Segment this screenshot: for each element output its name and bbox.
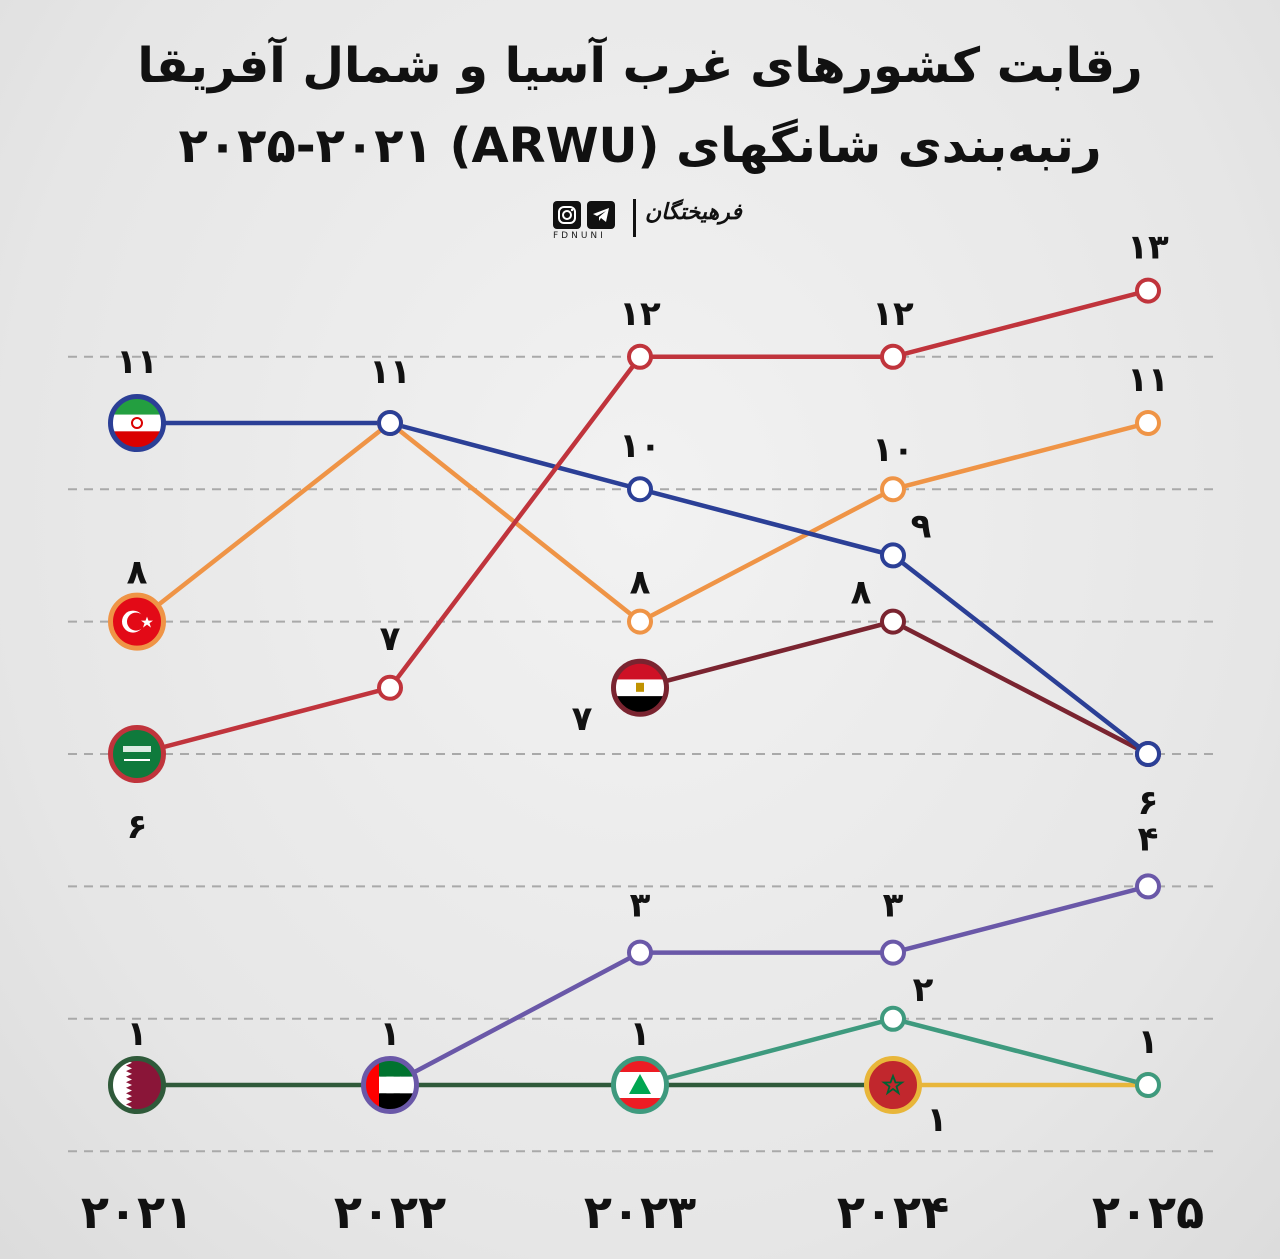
turkey-data-label: ۸ (127, 553, 148, 593)
saudi-arabia-data-label: ۱۲ (872, 294, 914, 334)
telegram-icon (587, 201, 615, 229)
saudi-arabia-data-label: ۱۲ (619, 294, 661, 334)
morocco-flag-marker (864, 1056, 922, 1114)
egypt-data-label: ۷ (572, 699, 593, 739)
x-tick-label: ۲۰۲۴ (837, 1185, 949, 1239)
turkey-flag-marker (108, 592, 166, 651)
publisher-logo: FDNUNI فرهیختگان (553, 195, 742, 245)
lebanon-data-label: ۲ (913, 970, 934, 1010)
lebanon-data-label: ۱ (630, 1014, 651, 1054)
x-tick-label: ۲۰۲۵ (1092, 1185, 1204, 1239)
saudi-arabia-data-label: ۶ (127, 807, 148, 847)
uae-data-label: ۱ (380, 1014, 401, 1054)
uae-data-point (1135, 873, 1161, 900)
saudi-arabia-data-point (880, 343, 906, 370)
iran-data-label: ۶ (1138, 783, 1159, 823)
saudi-arabia-data-point (1135, 277, 1161, 304)
iran-data-point (1135, 741, 1161, 767)
instagram-icon (553, 201, 581, 229)
uae-data-label: ۳ (630, 886, 651, 926)
qatar-data-label: ۱ (127, 1014, 148, 1054)
iran-data-point (377, 410, 403, 436)
uae-data-label: ۴ (1138, 819, 1159, 859)
egypt-series-line (639, 619, 1150, 756)
turkey-data-label: ۱۱ (1127, 360, 1169, 400)
uae-series-line (388, 884, 1149, 1087)
logo-handle: FDNUNI (553, 231, 606, 241)
lebanon-flag-marker (611, 1056, 669, 1114)
lebanon-data-point (1135, 1072, 1161, 1098)
egypt-data-label: ۸ (851, 573, 872, 613)
x-tick-label: ۲۰۲۳ (584, 1185, 696, 1239)
turkey-data-point (627, 608, 653, 635)
iran-data-point (880, 542, 906, 569)
turkey-data-label: ۱۰ (872, 430, 914, 470)
lebanon-data-point (880, 1005, 906, 1032)
turkey-data-point (880, 476, 906, 503)
iran-data-point (627, 476, 653, 503)
iran-data-label: ۱۱ (116, 342, 158, 382)
turkey-data-label: ۸ (630, 563, 651, 603)
uae-flag-marker (361, 1056, 419, 1114)
morocco-data-label: ۱ (1138, 1022, 1159, 1062)
iran-data-label: ۹ (911, 506, 932, 546)
iran-data-label: ۱۰ (619, 426, 661, 466)
qatar-flag-marker (108, 1056, 166, 1114)
chart-title: رقابت کشورهای غرب آسیا و شمال آفریقا (137, 38, 1143, 94)
uae-data-point (880, 939, 906, 966)
saudi-arabia-data-point (627, 343, 653, 370)
saudi-arabia-flag-marker (108, 725, 166, 783)
x-tick-label: ۲۰۲۱ (81, 1185, 193, 1239)
uae-data-label: ۳ (883, 886, 904, 926)
morocco-data-label: ۱ (927, 1100, 948, 1140)
turkey-data-point (1135, 410, 1161, 436)
saudi-arabia-data-label: ۱۳ (1127, 228, 1169, 268)
logo-wordmark: فرهیختگان (645, 199, 742, 225)
saudi-arabia-data-label: ۷ (380, 619, 401, 659)
chart-subtitle: رتبه‌بندی شانگهای (ARWU) ۲۰۲۵-۲۰۲۱ (178, 118, 1102, 174)
uae-data-point (627, 939, 653, 966)
logo-divider (633, 199, 636, 237)
egypt-flag-marker (611, 658, 669, 717)
iran-flag-marker (108, 394, 166, 452)
x-tick-label: ۲۰۲۲ (334, 1185, 446, 1239)
saudi-arabia-data-point (377, 674, 403, 701)
egypt-data-point (880, 608, 906, 635)
turkey-data-label: ۱۱ (369, 352, 411, 392)
